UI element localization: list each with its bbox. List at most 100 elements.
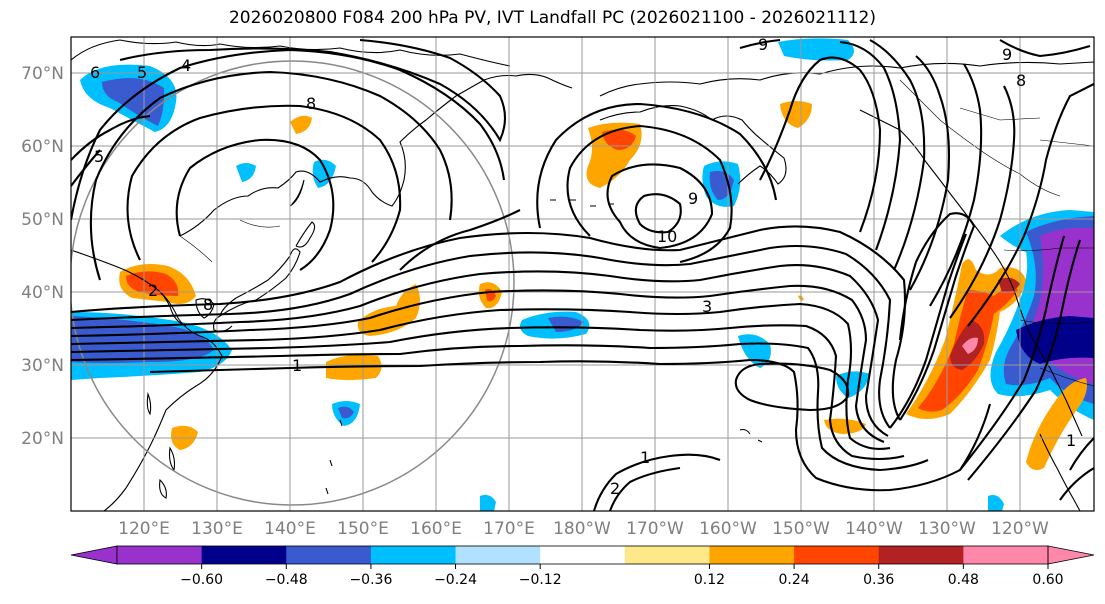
contour-label: 1 — [292, 356, 302, 375]
shade-positive-region — [998, 277, 1020, 293]
colorbar-bin — [201, 546, 287, 564]
map-frame — [70, 36, 1095, 512]
contour-label: 1 — [640, 448, 650, 467]
chart-title: 2026020800 F084 200 hPa PV, IVT Landfall… — [228, 8, 876, 28]
lon-label: 150°W — [772, 519, 830, 539]
lon-label: 170°W — [626, 519, 684, 539]
contour-line — [759, 56, 882, 233]
contour-label: 5 — [94, 147, 104, 166]
colorbar-bin — [709, 546, 795, 564]
shade-positive-region — [780, 101, 812, 128]
lat-label: 30°N — [21, 356, 64, 376]
shade-negative-region — [338, 406, 354, 419]
colorbar-bin — [370, 546, 457, 564]
contour-line — [536, 102, 778, 229]
contour-line — [126, 104, 402, 263]
colorbar-bin — [286, 546, 372, 564]
colorbar-bin — [455, 546, 541, 564]
shade-negative-region — [778, 38, 854, 61]
shade-positive-region — [290, 115, 312, 134]
contour-line — [71, 114, 151, 161]
contour-line — [609, 466, 681, 511]
shade-negative-region — [988, 495, 1004, 511]
contour-line — [71, 284, 885, 443]
contour-label: 10 — [657, 227, 677, 246]
contour-label: 5 — [137, 63, 147, 82]
contour-label: 9 — [758, 35, 768, 54]
contour-line — [71, 149, 101, 187]
contour-line — [949, 85, 1016, 319]
contour-line — [71, 324, 905, 461]
coastline — [146, 391, 152, 416]
lat-label: 60°N — [21, 137, 64, 157]
contour-label: 3 — [702, 297, 712, 316]
contour-label: 9 — [688, 189, 698, 208]
coastline — [1039, 433, 1081, 511]
coastline — [295, 221, 316, 248]
colorbar-tick-label: −0.48 — [265, 572, 308, 588]
contour-line — [929, 63, 983, 307]
contour-line — [119, 38, 507, 143]
contour-line — [71, 244, 892, 429]
contour-line — [606, 163, 714, 250]
contour-line — [71, 302, 891, 450]
contour-line — [149, 358, 992, 492]
contour-line — [71, 48, 506, 221]
contour-line — [869, 39, 926, 271]
contour-line — [889, 233, 967, 429]
colorbar-bin — [963, 546, 1049, 564]
colorbar-bin — [540, 546, 626, 564]
coastline — [179, 73, 573, 237]
coastline — [859, 109, 1083, 437]
contour-label: 6 — [90, 63, 100, 82]
lon-label: 120°E — [118, 519, 170, 539]
coastlines — [71, 39, 1094, 511]
contour-line — [175, 138, 335, 271]
lon-label: 160°W — [699, 519, 757, 539]
contour-line — [839, 40, 902, 251]
colorbar-tick-label: 0.36 — [863, 572, 894, 588]
contour-line — [1069, 437, 1094, 471]
lon-label: 130°E — [191, 519, 243, 539]
shade-positive-region — [1026, 378, 1087, 470]
contour-labels: 4 6 5 8 5 8 2 1 10 9 3 9 9 8 2 1 1 — [90, 35, 1076, 498]
shade-negative-region — [236, 163, 256, 182]
contour-label: 9 — [1002, 45, 1012, 64]
shade-positive-region — [962, 337, 978, 354]
contour-line — [959, 235, 1066, 471]
contour-line — [1059, 467, 1094, 501]
coastline — [219, 248, 301, 317]
gridlines — [71, 37, 1094, 511]
contour-line — [71, 342, 929, 472]
contour-line — [734, 362, 850, 412]
lon-label: 150°E — [337, 519, 389, 539]
contour-line — [399, 209, 521, 271]
coastline — [159, 478, 167, 499]
colorbar: −0.60 −0.48 −0.36 −0.24 −0.12 0.12 0.24 0.36 0.4… — [70, 545, 1095, 588]
colorbar-tick-label: 0.48 — [948, 572, 979, 588]
contour-line — [566, 124, 733, 264]
contour-line — [898, 212, 976, 421]
coastline — [195, 298, 215, 319]
contour-line — [739, 38, 781, 50]
shade-negative-region — [836, 371, 870, 398]
colorbar-bin — [624, 546, 710, 564]
latitude-labels: 70°N 60°N 50°N 40°N 30°N 20°N — [21, 64, 64, 449]
map-content: 4 6 5 8 5 8 2 1 10 9 3 9 9 8 2 1 1 — [71, 35, 1094, 511]
contour-label: 2 — [610, 479, 620, 498]
contour-label: 8 — [203, 295, 213, 314]
landfall-radius-circle — [71, 60, 515, 506]
colorbar-frame — [116, 545, 1049, 565]
colorbar-tick-label: −0.36 — [349, 572, 392, 588]
lon-label: 130°W — [918, 519, 976, 539]
colorbar-tick-label: 0.24 — [779, 572, 810, 588]
colorbar-bin — [117, 546, 203, 564]
contour-line — [592, 453, 721, 511]
contour-line — [967, 83, 1094, 327]
coastline — [550, 199, 614, 207]
lat-label: 40°N — [21, 283, 64, 303]
shade-negative-region — [480, 494, 496, 511]
colorbar-over-arrow — [1047, 545, 1095, 565]
lon-label: 160°E — [410, 519, 462, 539]
